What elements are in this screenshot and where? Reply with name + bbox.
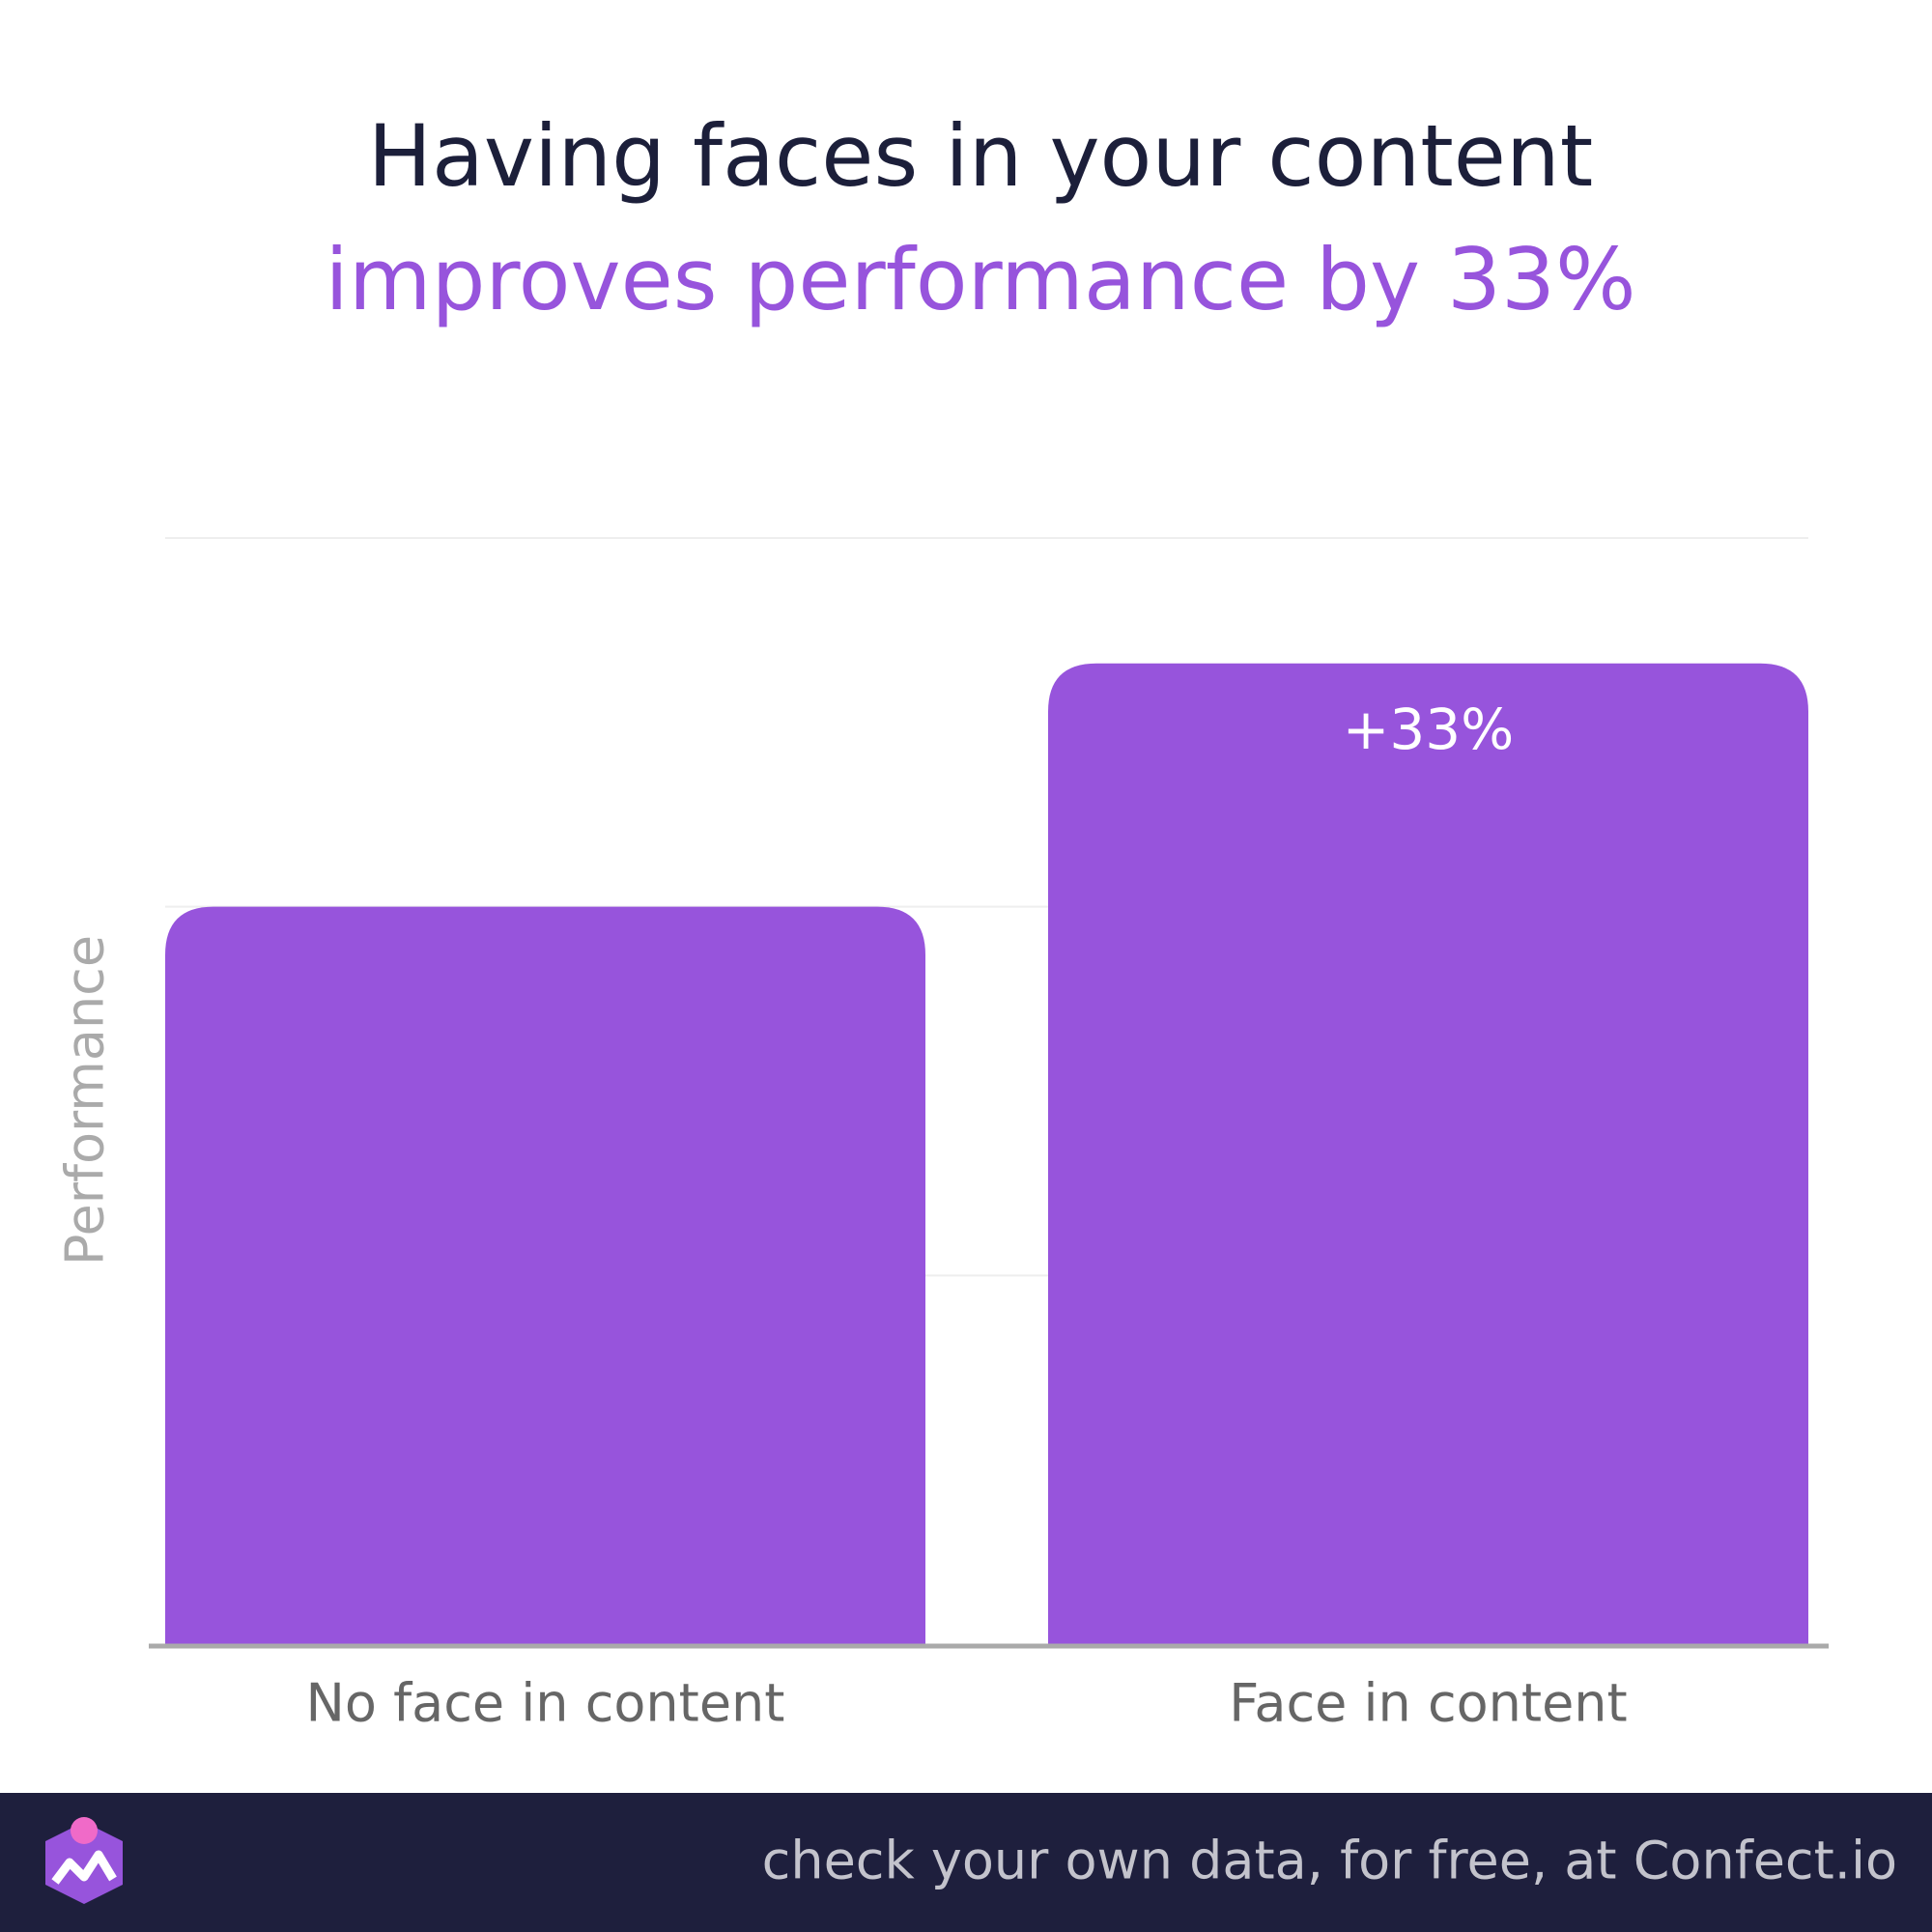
logo-dot bbox=[71, 1817, 98, 1844]
bar bbox=[165, 906, 925, 1644]
x-tick-label: No face in content bbox=[306, 1673, 785, 1734]
footer-band bbox=[0, 1793, 1932, 1932]
plot: No face in content Face in content +33% bbox=[149, 537, 1829, 1734]
footer-text: check your own data, for free, at Confec… bbox=[762, 1831, 1897, 1891]
bar bbox=[1048, 663, 1808, 1644]
x-tick-label: Face in content bbox=[1229, 1673, 1627, 1734]
chart-title: Having faces in your content bbox=[368, 106, 1593, 206]
bar-annotation: +33% bbox=[1343, 696, 1515, 762]
logo-hexagon bbox=[45, 1822, 123, 1904]
logo-line bbox=[51, 1850, 117, 1885]
y-axis-label: Performance bbox=[55, 935, 116, 1265]
logo bbox=[45, 1817, 123, 1904]
chart-subtitle: improves performance by 33% bbox=[325, 230, 1635, 329]
